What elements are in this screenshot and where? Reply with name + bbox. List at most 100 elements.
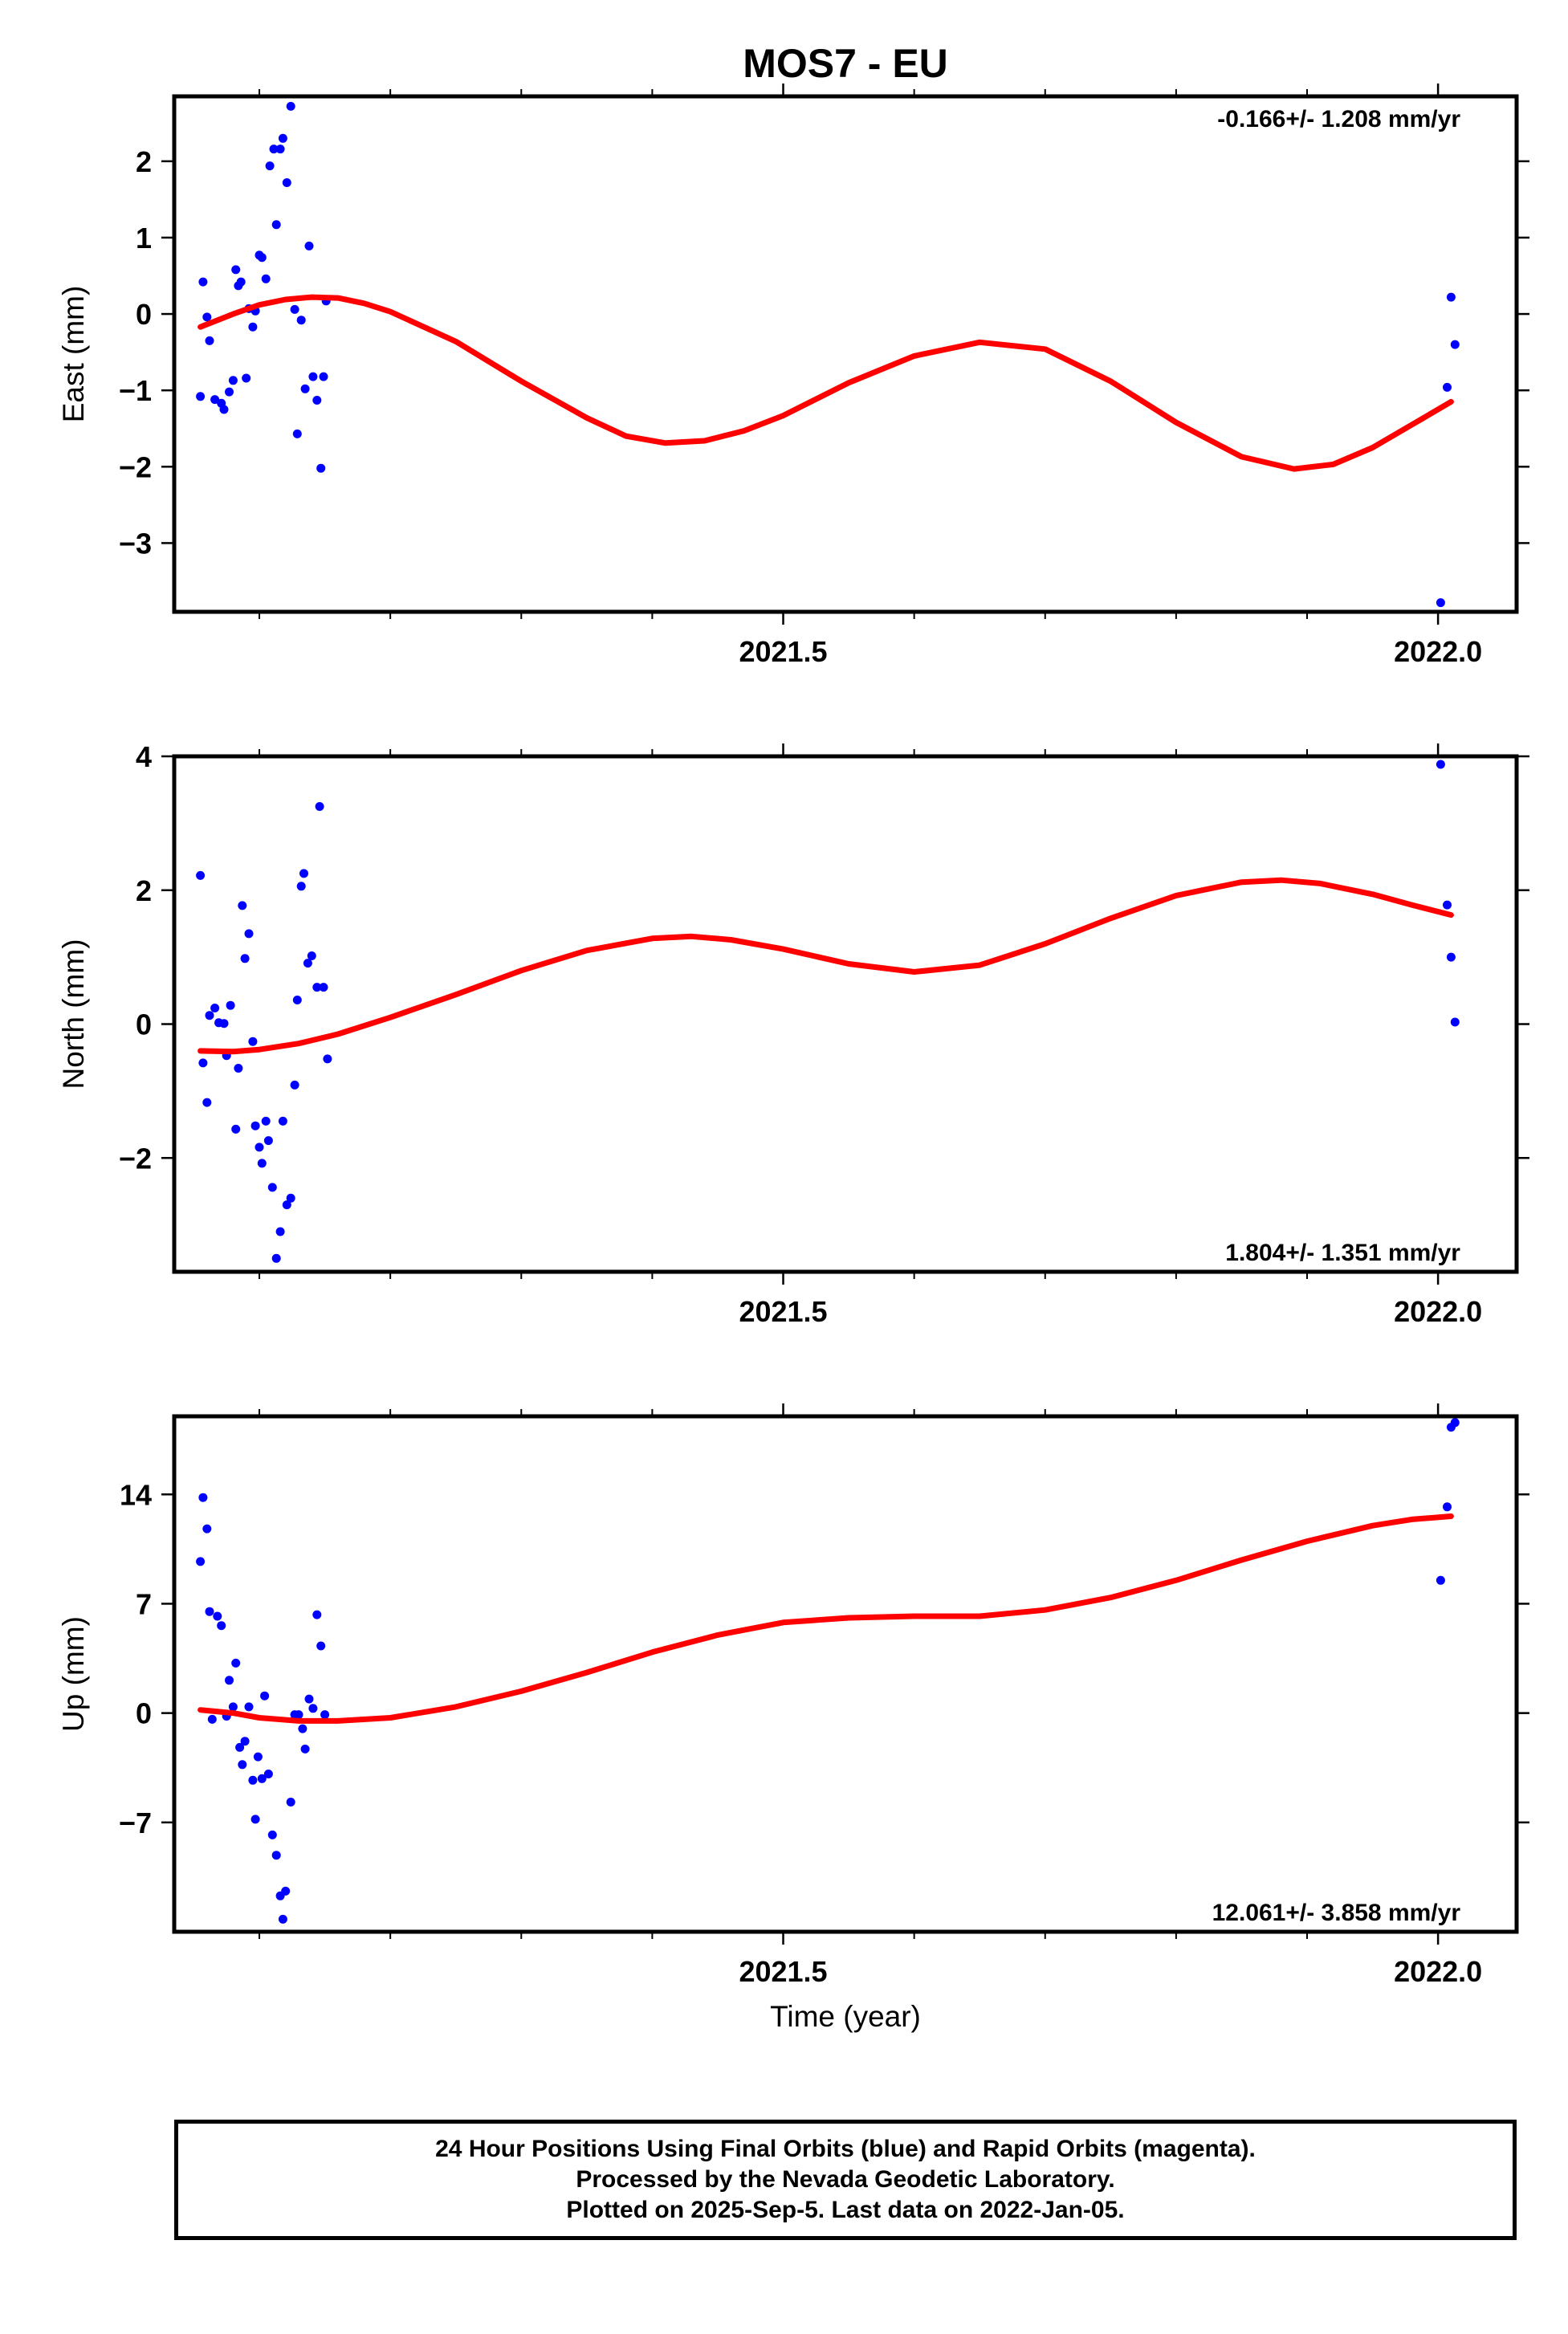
up-data-point <box>225 1676 234 1685</box>
north-data-point <box>267 1183 277 1192</box>
up-data-point <box>228 1702 238 1712</box>
up-data-point <box>213 1611 222 1621</box>
east-y-tick-label: 0 <box>136 298 152 331</box>
east-data-point <box>236 277 246 287</box>
east-x-tick-label: 2022.0 <box>1394 635 1482 668</box>
east-data-point <box>304 241 314 251</box>
north-frame <box>172 754 1519 1274</box>
east-data-point <box>202 312 212 322</box>
north-data-point <box>1446 952 1456 962</box>
east-data-point <box>1450 340 1460 349</box>
east-data-point <box>196 392 206 401</box>
east-data-point <box>271 220 281 230</box>
up-data-point <box>271 1851 281 1860</box>
up-y-tick-label: 14 <box>120 1478 152 1511</box>
north-data-point <box>299 869 308 878</box>
up-data-point <box>1443 1502 1452 1512</box>
east-data-point <box>198 277 208 287</box>
east-data-point <box>316 463 326 473</box>
north-data-point <box>255 1143 264 1152</box>
north-panel: 2021.5 2022.0 4 2 0 −2 North (mm) 1.804+/- 1.35… <box>57 740 1529 1328</box>
up-data-point <box>320 1710 330 1720</box>
north-data-point <box>307 951 316 960</box>
north-data-layer <box>196 760 1460 1263</box>
east-data-point <box>300 384 310 393</box>
north-data-point <box>315 802 324 811</box>
up-x-tick-label: 2022.0 <box>1394 1955 1482 1988</box>
north-data-point <box>231 1124 241 1134</box>
east-data-point <box>1436 598 1445 608</box>
up-fit-curve <box>198 1513 1454 1724</box>
north-data-point <box>196 870 206 880</box>
north-data-point <box>1450 1017 1460 1027</box>
up-data-point <box>240 1737 250 1746</box>
east-data-point <box>231 265 241 275</box>
east-data-layer <box>196 101 1460 608</box>
up-y-axis-label: Up (mm) <box>57 1616 90 1732</box>
up-data-point <box>1450 1418 1460 1428</box>
up-data-point <box>308 1704 318 1713</box>
north-data-point <box>244 929 254 939</box>
north-data-point <box>292 996 302 1004</box>
north-data-point <box>275 1227 285 1236</box>
east-data-point <box>1446 292 1456 302</box>
up-data-point <box>300 1744 310 1754</box>
north-data-point <box>248 1037 258 1046</box>
up-data-point <box>217 1621 226 1631</box>
north-y-tick-label: 4 <box>136 740 152 773</box>
east-data-point <box>205 336 214 345</box>
north-data-point <box>290 1080 299 1090</box>
east-data-point <box>248 322 258 332</box>
east-rate-label: -0.166+/- 1.208 mm/yr <box>1217 106 1460 132</box>
north-data-point <box>238 901 247 910</box>
up-data-point <box>257 1774 267 1783</box>
up-y-tick-label: 0 <box>136 1697 152 1730</box>
east-data-point <box>275 145 285 154</box>
up-data-point <box>281 1886 291 1896</box>
north-data-point <box>286 1193 295 1203</box>
figure-title: MOS7 - EU <box>743 41 948 86</box>
north-data-point <box>303 959 312 968</box>
east-data-point <box>319 372 328 381</box>
up-data-point <box>286 1798 295 1807</box>
east-data-point <box>308 372 318 381</box>
up-data-point <box>202 1524 212 1534</box>
east-data-point <box>225 387 234 397</box>
east-data-point <box>296 316 306 325</box>
north-data-point <box>219 1019 229 1029</box>
north-data-point <box>205 1011 214 1020</box>
up-data-point <box>248 1775 258 1785</box>
north-data-point <box>1436 760 1445 769</box>
up-y-tick-label: −7 <box>119 1807 152 1839</box>
up-data-point <box>278 1914 287 1924</box>
east-fit-curve <box>198 294 1454 472</box>
up-rate-label: 12.061+/- 3.858 mm/yr <box>1212 1900 1461 1926</box>
up-data-point <box>253 1752 263 1762</box>
north-data-point <box>234 1064 243 1073</box>
up-data-layer <box>196 1418 1460 1924</box>
up-data-point <box>316 1641 326 1651</box>
up-data-point <box>207 1714 217 1724</box>
north-data-point <box>210 1004 220 1012</box>
east-y-tick-label: 2 <box>136 145 152 178</box>
east-data-point <box>282 178 291 187</box>
footer-legend-box: 24 Hour Positions Using Final Orbits (bl… <box>174 2120 1517 2240</box>
north-data-point <box>250 1121 260 1130</box>
east-frame <box>172 94 1519 614</box>
east-x-tick-label: 2021.5 <box>739 635 827 668</box>
east-data-point <box>269 145 279 154</box>
east-data-point <box>257 253 267 263</box>
east-data-point <box>286 101 295 111</box>
footer-line-plotted: Plotted on 2025-Sep-5. Last data on 2022… <box>566 2197 1125 2223</box>
north-y-axis-label: North (mm) <box>57 939 90 1089</box>
up-data-point <box>250 1815 260 1824</box>
north-data-point <box>319 983 328 992</box>
east-data-point <box>265 161 275 171</box>
north-x-tick-label: 2022.0 <box>1394 1295 1482 1328</box>
up-panel: 2021.5 2022.0 14 7 0 −7 Up (mm) Time (year) 12.0… <box>57 1403 1529 2033</box>
north-x-tick-label: 2021.5 <box>739 1295 827 1328</box>
up-frame <box>172 1414 1519 1934</box>
up-data-point <box>312 1610 322 1619</box>
north-data-point <box>202 1098 212 1107</box>
east-data-point <box>278 133 287 143</box>
